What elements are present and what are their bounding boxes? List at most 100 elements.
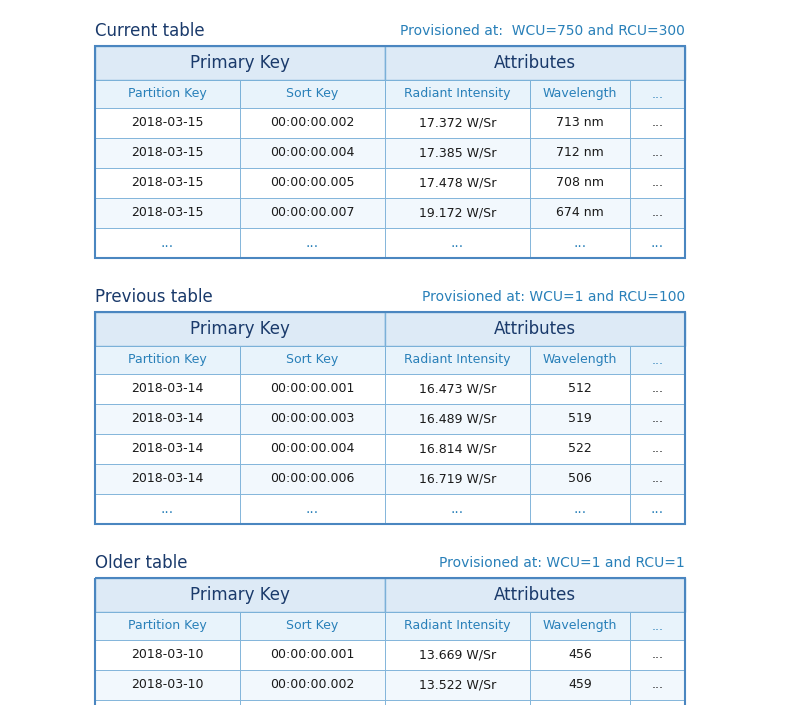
- Bar: [95, 612, 240, 640]
- Text: Partition Key: Partition Key: [128, 620, 207, 632]
- Bar: [95, 108, 240, 138]
- Text: Older table: Older table: [95, 553, 187, 572]
- Text: 519: 519: [568, 412, 592, 426]
- Text: Attributes: Attributes: [494, 54, 576, 72]
- Text: 00:00:00.007: 00:00:00.007: [270, 207, 354, 219]
- Bar: [95, 404, 240, 434]
- Bar: [385, 640, 530, 670]
- Text: 00:00:00.002: 00:00:00.002: [270, 116, 354, 130]
- Text: 459: 459: [568, 678, 592, 692]
- Bar: [385, 80, 530, 108]
- Text: 00:00:00.003: 00:00:00.003: [270, 412, 354, 426]
- Text: ...: ...: [651, 472, 663, 486]
- Bar: [95, 374, 240, 404]
- Text: Provisioned at:  WCU=750 and RCU=300: Provisioned at: WCU=750 and RCU=300: [400, 24, 685, 37]
- Bar: [385, 404, 530, 434]
- Text: 00:00:00.004: 00:00:00.004: [270, 147, 354, 159]
- Bar: [530, 612, 630, 640]
- Text: 13.522 W/Sr: 13.522 W/Sr: [419, 678, 496, 692]
- Text: ...: ...: [574, 236, 586, 250]
- Text: ...: ...: [651, 620, 663, 632]
- Bar: [530, 108, 630, 138]
- Bar: [95, 198, 240, 228]
- Bar: [240, 374, 385, 404]
- Text: ...: ...: [651, 412, 663, 426]
- Bar: [385, 312, 685, 346]
- Bar: [95, 494, 240, 524]
- Bar: [530, 168, 630, 198]
- Text: 16.814 W/Sr: 16.814 W/Sr: [419, 443, 496, 455]
- Text: Sort Key: Sort Key: [286, 353, 338, 367]
- Text: ...: ...: [651, 236, 664, 250]
- Bar: [530, 670, 630, 700]
- Text: 16.473 W/Sr: 16.473 W/Sr: [419, 383, 496, 396]
- Bar: [385, 434, 530, 464]
- Text: 2018-03-14: 2018-03-14: [131, 412, 204, 426]
- Text: 674 nm: 674 nm: [556, 207, 604, 219]
- Text: ...: ...: [651, 176, 663, 190]
- Text: ...: ...: [451, 236, 464, 250]
- Bar: [385, 464, 530, 494]
- Text: Radiant Intensity: Radiant Intensity: [404, 620, 510, 632]
- Bar: [385, 374, 530, 404]
- Bar: [240, 404, 385, 434]
- Bar: [530, 346, 630, 374]
- Text: 522: 522: [568, 443, 592, 455]
- Text: Wavelength: Wavelength: [543, 87, 617, 101]
- Text: 17.478 W/Sr: 17.478 W/Sr: [418, 176, 496, 190]
- Text: ...: ...: [651, 502, 664, 516]
- Bar: [630, 168, 685, 198]
- Bar: [95, 138, 240, 168]
- Text: Sort Key: Sort Key: [286, 87, 338, 101]
- Text: 00:00:00.005: 00:00:00.005: [270, 176, 354, 190]
- Bar: [95, 312, 385, 346]
- Text: 19.172 W/Sr: 19.172 W/Sr: [419, 207, 496, 219]
- Bar: [385, 198, 530, 228]
- Bar: [240, 612, 385, 640]
- Text: ...: ...: [651, 87, 663, 101]
- Bar: [385, 138, 530, 168]
- Text: Provisioned at: WCU=1 and RCU=100: Provisioned at: WCU=1 and RCU=100: [422, 290, 685, 304]
- Bar: [530, 434, 630, 464]
- Bar: [240, 670, 385, 700]
- Text: ...: ...: [651, 207, 663, 219]
- Text: Partition Key: Partition Key: [128, 87, 207, 101]
- Bar: [95, 312, 685, 524]
- Text: 2018-03-10: 2018-03-10: [131, 649, 204, 661]
- Text: 17.372 W/Sr: 17.372 W/Sr: [419, 116, 496, 130]
- Bar: [95, 80, 240, 108]
- Bar: [630, 374, 685, 404]
- Bar: [240, 138, 385, 168]
- Bar: [530, 228, 630, 258]
- Bar: [630, 108, 685, 138]
- Text: Current table: Current table: [95, 22, 205, 39]
- Bar: [530, 374, 630, 404]
- Bar: [95, 46, 385, 80]
- Bar: [385, 494, 530, 524]
- Bar: [385, 228, 530, 258]
- Text: 2018-03-10: 2018-03-10: [131, 678, 204, 692]
- Text: ...: ...: [574, 502, 586, 516]
- Text: 713 nm: 713 nm: [556, 116, 604, 130]
- Text: 2018-03-15: 2018-03-15: [131, 176, 204, 190]
- Text: 712 nm: 712 nm: [556, 147, 604, 159]
- Bar: [630, 612, 685, 640]
- Text: Radiant Intensity: Radiant Intensity: [404, 353, 510, 367]
- Text: Primary Key: Primary Key: [190, 586, 290, 604]
- Text: 00:00:00.004: 00:00:00.004: [270, 443, 354, 455]
- Text: 16.719 W/Sr: 16.719 W/Sr: [419, 472, 496, 486]
- Text: 00:00:00.002: 00:00:00.002: [270, 678, 354, 692]
- Bar: [630, 404, 685, 434]
- Text: Provisioned at: WCU=1 and RCU=1: Provisioned at: WCU=1 and RCU=1: [439, 556, 685, 570]
- Text: ...: ...: [651, 649, 663, 661]
- Bar: [240, 346, 385, 374]
- Text: 00:00:00.001: 00:00:00.001: [270, 383, 354, 396]
- Bar: [240, 494, 385, 524]
- Bar: [630, 228, 685, 258]
- Text: ...: ...: [451, 502, 464, 516]
- Bar: [530, 700, 630, 705]
- Bar: [385, 612, 530, 640]
- Bar: [630, 198, 685, 228]
- Bar: [630, 346, 685, 374]
- Bar: [630, 494, 685, 524]
